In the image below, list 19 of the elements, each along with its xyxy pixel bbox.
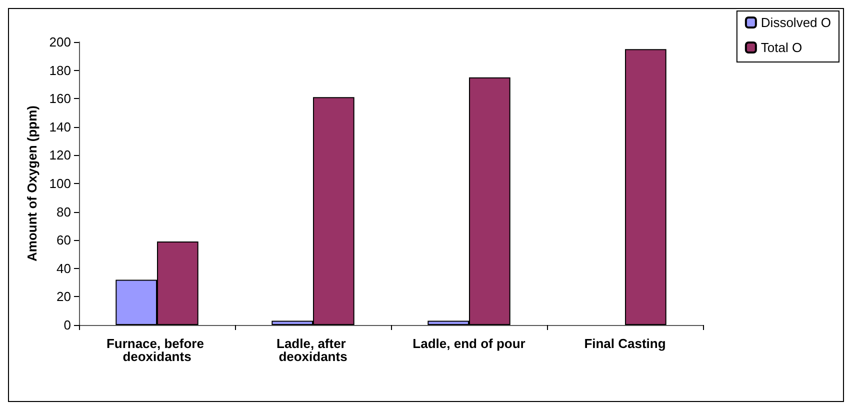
y-tick-label: 20 <box>56 289 71 304</box>
y-tick-label: 160 <box>49 91 71 106</box>
y-tick-label: 0 <box>64 318 71 332</box>
y-axis-title: Amount of Oxygen (ppm) <box>24 106 40 262</box>
y-tick-label: 60 <box>56 232 71 248</box>
x-tick-label: Ladle, after deoxidants <box>276 336 350 364</box>
y-tick-label: 100 <box>49 176 71 191</box>
x-tick-label: Ladle, end of pour <box>412 336 526 351</box>
y-tick-label: 200 <box>49 34 71 50</box>
x-tick-label: Furnace, before deoxidants <box>106 336 208 364</box>
y-tick-label: 80 <box>56 204 71 220</box>
y-tick-label: 180 <box>49 62 71 78</box>
y-tick-label: 140 <box>49 119 71 134</box>
legend-label: Dissolved O <box>760 15 831 30</box>
x-tick-label: Final Casting <box>584 336 666 351</box>
y-tick-label: 40 <box>56 260 71 276</box>
y-tick-label: 120 <box>49 148 71 163</box>
legend-label: Total O <box>760 40 802 55</box>
bar <box>625 49 666 325</box>
